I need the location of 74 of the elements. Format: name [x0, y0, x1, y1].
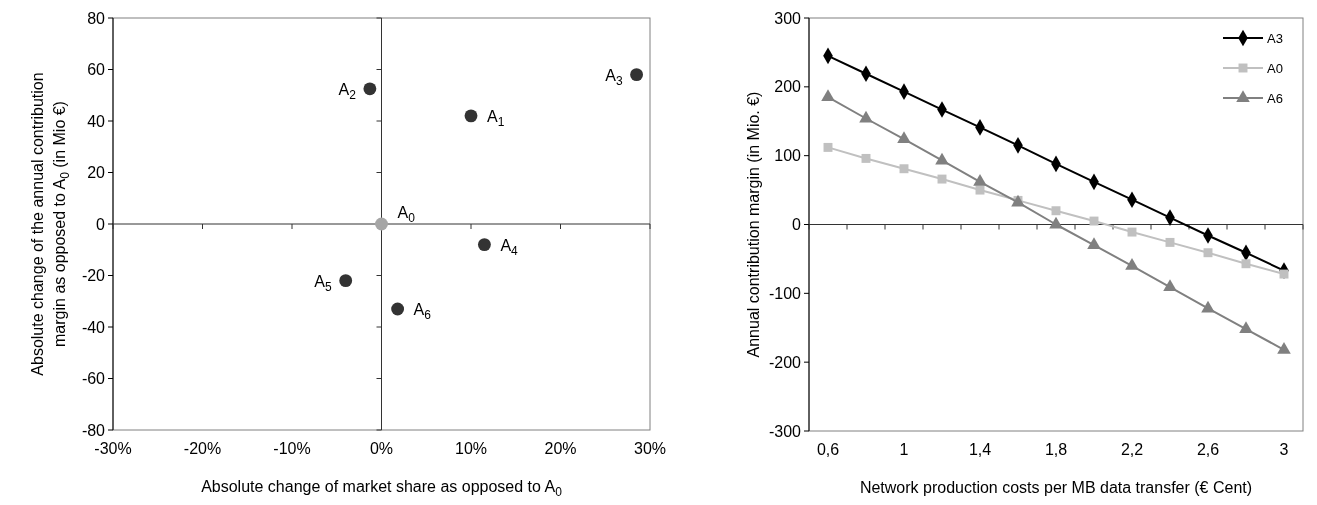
y-tick-label: -300 [768, 422, 802, 440]
annotation: A$_{2}$ [338, 80, 357, 102]
y-tick-label: 20 [87, 164, 106, 182]
point [1277, 341, 1291, 354]
y-tick-label: -20 [81, 267, 106, 285]
y-tick-label: -60 [81, 370, 106, 388]
point [897, 131, 911, 144]
y-tick-label: -200 [768, 353, 802, 371]
annotation: A$_{5}$ [314, 272, 333, 294]
legend-label: A3 [1267, 30, 1283, 46]
point [1125, 257, 1139, 270]
y-tick-label: 60 [87, 61, 106, 79]
x-tick-label: 3 [1279, 441, 1289, 458]
point [1049, 216, 1063, 229]
x-tick-label: -10% [273, 440, 311, 457]
annotation: A$_{6}$ [413, 300, 432, 322]
point [1241, 259, 1251, 269]
point [630, 68, 644, 82]
point [1239, 321, 1253, 334]
point [1279, 269, 1289, 279]
point [899, 164, 909, 174]
point [1051, 206, 1061, 216]
x-tick-label: 0% [369, 440, 394, 457]
x-tick-label: 1 [899, 441, 909, 458]
x-tick-label: 10% [454, 440, 488, 457]
point [375, 217, 388, 231]
y-tick-label: -100 [768, 284, 802, 302]
annotation: A$_{3}$ [605, 66, 623, 88]
point [391, 302, 405, 316]
point [935, 152, 949, 165]
legend-label: A0 [1267, 60, 1283, 76]
legend-label: A6 [1267, 90, 1283, 106]
y-tick-label: 80 [87, 9, 106, 27]
x-tick-label: 2,6 [1196, 441, 1220, 458]
x-tick-label: 30% [633, 440, 667, 457]
annotation: A$_{1}$ [487, 107, 505, 129]
point [464, 109, 478, 123]
x-tick-label: 2,2 [1120, 441, 1144, 458]
point [1163, 279, 1177, 292]
y-tick-label: 100 [774, 147, 802, 165]
x-axis-title: Absolute change of market share as opposed to A$_{0}$ [201, 478, 563, 499]
point [1203, 248, 1213, 258]
x-tick-label: -30% [94, 440, 132, 457]
point [1089, 216, 1099, 226]
point [1201, 300, 1215, 313]
annotation: A$_{0}$ [397, 204, 416, 225]
point [1165, 237, 1175, 247]
point [1087, 237, 1101, 250]
x-tick-label: 20% [544, 440, 577, 457]
point [859, 110, 873, 123]
x-axis-title: Network production costs per MB data transfer (€ Cent) [859, 479, 1253, 496]
point [975, 185, 985, 195]
point [821, 89, 835, 102]
point [973, 173, 987, 186]
point [477, 238, 491, 252]
y-tick-label: 0 [792, 216, 802, 234]
point [363, 82, 377, 96]
y-tick-label: -40 [81, 318, 106, 336]
point [339, 274, 353, 288]
y-tick-label: 0 [96, 215, 106, 233]
y-tick-label: 300 [774, 9, 802, 27]
point [937, 174, 947, 184]
point [1127, 227, 1137, 237]
x-tick-label: 1,4 [968, 441, 992, 458]
x-tick-label: -20% [183, 440, 222, 457]
x-tick-label: 0,6 [816, 441, 840, 458]
point [861, 153, 871, 163]
y-axis-title: Annual contribution margin (in Mio. €) [745, 91, 762, 358]
y-tick-label: -80 [81, 421, 106, 439]
x-tick-label: 1,8 [1044, 441, 1068, 458]
y-tick-label: 40 [87, 112, 106, 130]
y-tick-label: 200 [774, 78, 802, 96]
annotation: A$_{4}$ [500, 236, 519, 258]
point [823, 142, 833, 152]
